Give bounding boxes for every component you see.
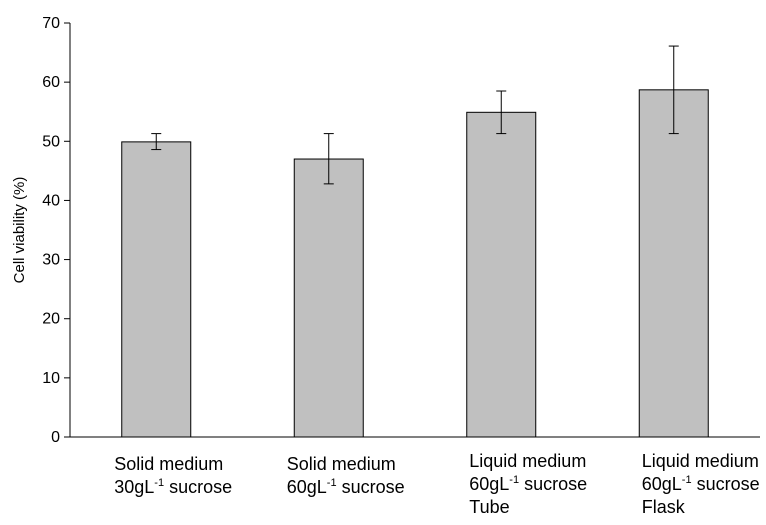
bars: [121, 89, 709, 438]
y-axis-label: Cell viability (%): [11, 177, 28, 284]
category-label-part: sucrose: [519, 474, 587, 494]
category-label-part: -1: [154, 477, 164, 489]
category-label-part: 60gL: [287, 477, 327, 497]
category-label-part: -1: [327, 477, 337, 489]
category-label: Solid medium 30gL-1 sucrose: [114, 454, 232, 497]
y-tick-label: 50: [42, 133, 60, 150]
category-label-part: sucrose: [337, 477, 405, 497]
y-tick-label: 0: [51, 429, 60, 446]
category-label: Solid medium 60gL-1 sucrose: [287, 454, 405, 497]
bar: [293, 158, 364, 438]
category-label-part: 60gL: [469, 474, 509, 494]
category-label-part: 60gL: [642, 474, 682, 494]
category-label-part: Flask: [642, 497, 686, 517]
category-label: Liquid medium 60gL-1 sucrose Flask: [642, 451, 760, 517]
y-tick-label: 10: [42, 370, 60, 387]
category-label-part: sucrose: [164, 477, 232, 497]
category-label-part: 30gL: [114, 477, 154, 497]
bar: [121, 141, 192, 438]
y-tick-label: 60: [42, 74, 60, 91]
y-tick-label: 30: [42, 252, 60, 269]
bar: [638, 89, 709, 438]
error-bars: [151, 45, 679, 185]
y-axis: 0 10 20 30 40 50 60 70: [42, 15, 71, 446]
y-tick-label: 20: [42, 311, 60, 328]
category-label-part: Liquid medium: [469, 451, 586, 471]
bar: [466, 111, 537, 438]
category-label-part: Tube: [469, 497, 509, 517]
category-label-part: sucrose: [692, 474, 760, 494]
category-label-part: -1: [509, 474, 519, 486]
category-label: Liquid medium 60gL-1 sucrose Tube: [469, 451, 587, 517]
category-label-part: Solid medium: [114, 454, 223, 474]
category-label-part: -1: [682, 474, 692, 486]
category-label-part: Solid medium: [287, 454, 396, 474]
y-tick-label: 70: [42, 15, 60, 32]
y-tick-label: 40: [42, 192, 60, 209]
category-label-part: Liquid medium: [642, 451, 759, 471]
